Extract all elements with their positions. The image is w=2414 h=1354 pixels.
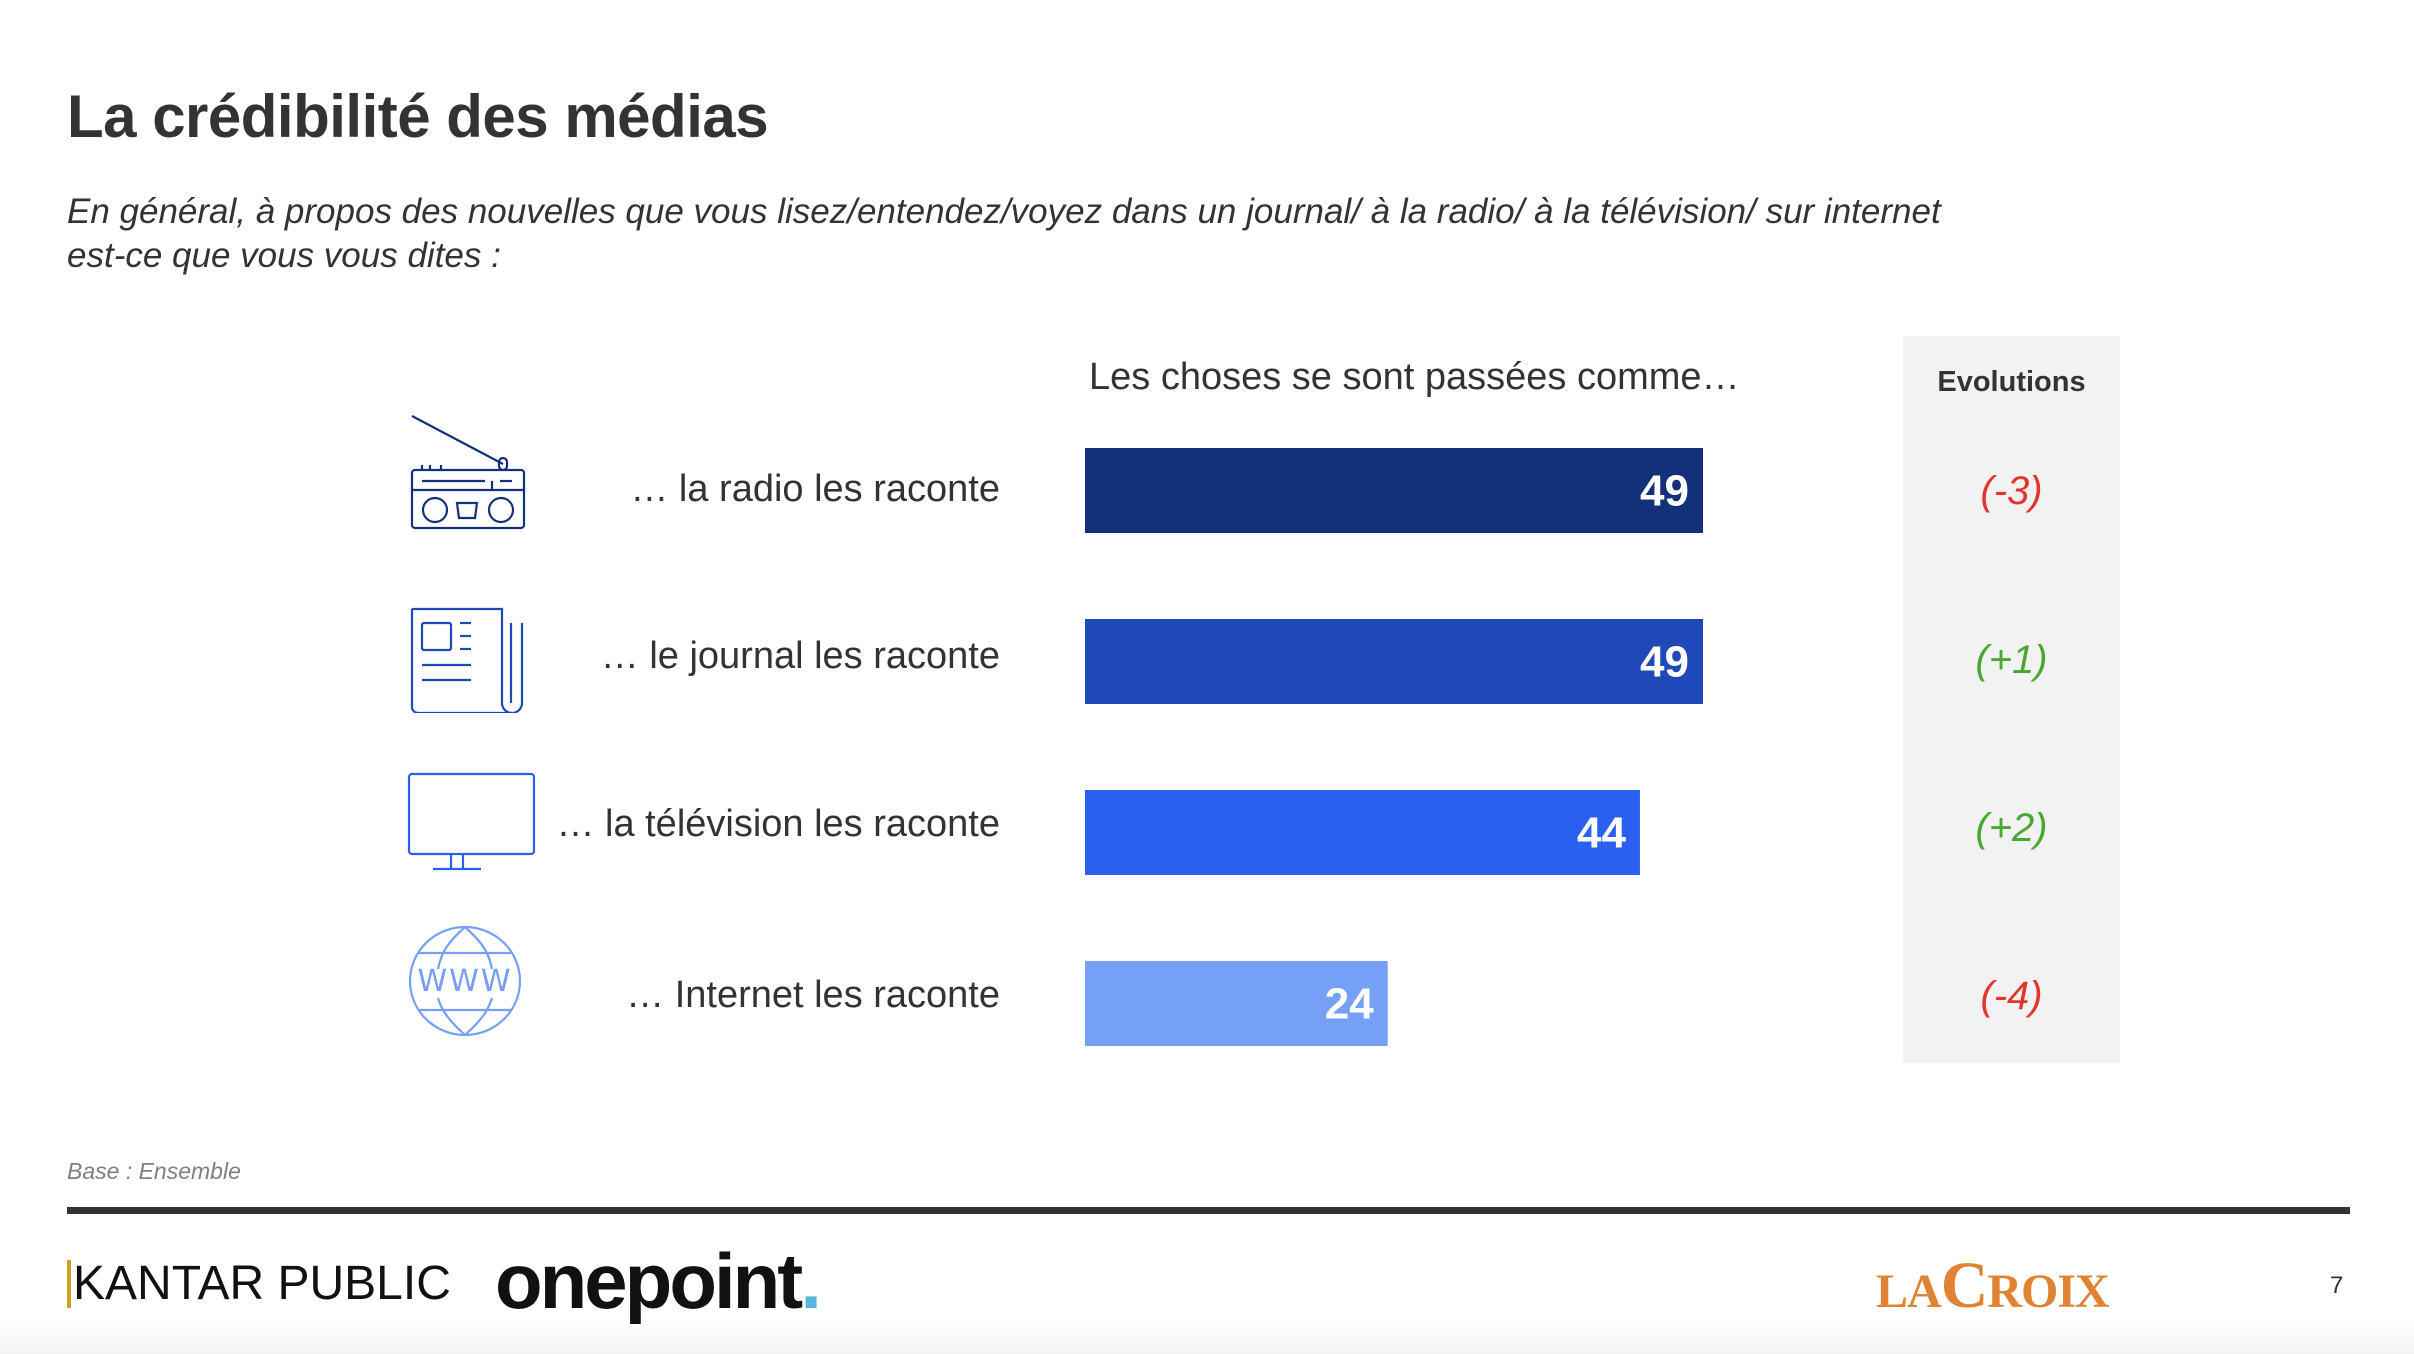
newspaper-icon bbox=[410, 607, 524, 713]
row-label-journal: … le journal les raconte bbox=[600, 635, 1000, 677]
globe-www-icon: WWW bbox=[408, 925, 522, 1037]
page-number: 7 bbox=[2330, 1272, 2344, 1299]
row-label-radio: … la radio les raconte bbox=[630, 468, 1000, 510]
svg-text:WWW: WWW bbox=[418, 964, 513, 999]
base-note: Base : Ensemble bbox=[67, 1158, 241, 1184]
bar-value-label-television: 44 bbox=[1577, 809, 1626, 858]
evolutions-header: Evolutions bbox=[1937, 366, 2086, 398]
television-icon bbox=[407, 772, 536, 871]
question-line-2: est-ce que vous vous dites : bbox=[67, 236, 501, 275]
bar-value-label-radio: 49 bbox=[1640, 467, 1689, 516]
bar-journal bbox=[1085, 619, 1703, 704]
bar-television bbox=[1085, 790, 1640, 875]
evolution-value-internet: (-4) bbox=[1980, 974, 2043, 1018]
bar-value-label-journal: 49 bbox=[1640, 638, 1689, 687]
bar-internet bbox=[1085, 961, 1388, 1046]
bottom-fade bbox=[0, 1320, 2414, 1354]
row-label-internet: … Internet les raconte bbox=[626, 974, 1000, 1016]
page-title: La crédibilité des médias bbox=[67, 83, 769, 150]
footer-rule bbox=[67, 1207, 2350, 1214]
onepoint-logo-dot: . bbox=[800, 1237, 822, 1325]
evolutions-panel: Evolutions (-3) (+1) (+2) (-4) bbox=[1903, 336, 2120, 1063]
onepoint-logo-text: onepoint bbox=[495, 1237, 803, 1325]
la-croix-logo-c: C bbox=[1940, 1249, 1989, 1322]
chart-column-header: Les choses se sont passées comme… bbox=[1089, 356, 1740, 398]
evolution-value-television: (+2) bbox=[1975, 806, 2048, 850]
bar-radio bbox=[1085, 448, 1703, 533]
radio-icon bbox=[410, 415, 526, 530]
kantar-public-logo: KANTAR PUBLIC bbox=[67, 1260, 451, 1308]
evolution-value-radio: (-3) bbox=[1980, 469, 2043, 513]
la-croix-logo-roix: ROIX bbox=[1987, 1265, 2109, 1318]
evolution-value-journal: (+1) bbox=[1975, 638, 2048, 682]
row-label-television: … la télévision les raconte bbox=[556, 803, 1000, 845]
onepoint-logo: onepoint. bbox=[495, 1236, 822, 1327]
bar-value-label-internet: 24 bbox=[1325, 980, 1374, 1029]
kantar-public-logo-text: KANTAR PUBLIC bbox=[73, 1257, 451, 1310]
question-line-1: En général, à propos des nouvelles que v… bbox=[67, 192, 1941, 231]
la-croix-logo-la: LA bbox=[1876, 1265, 1942, 1318]
la-croix-logo: LACROIX bbox=[1876, 1248, 2110, 1324]
question-text: En général, à propos des nouvelles que v… bbox=[67, 190, 2067, 278]
